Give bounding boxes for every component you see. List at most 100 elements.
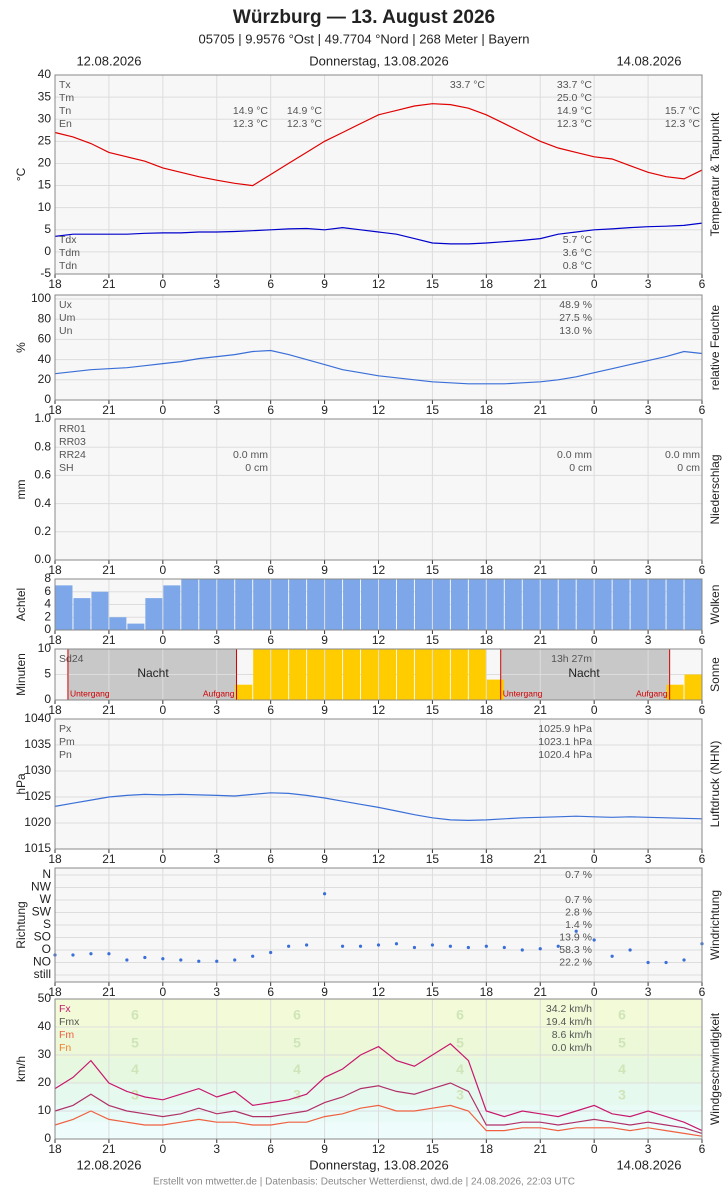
panel-title: Sonne (708, 657, 722, 692)
x-tick-label: 21 (534, 403, 548, 417)
share-label: 0.7 % (565, 869, 592, 881)
stat-value: 0.0 mm (557, 449, 592, 461)
x-tick-label: 0 (591, 403, 598, 417)
x-tick-label: 3 (213, 852, 220, 866)
x-tick-label: 12 (372, 703, 386, 717)
annotation: 14.9 °C (233, 105, 269, 117)
point (322, 892, 327, 896)
x-tick-label: 6 (267, 633, 274, 647)
x-tick-label: 0 (591, 563, 598, 577)
x-tick-label: 0 (159, 277, 166, 291)
beaufort-label: 6 (456, 1007, 464, 1023)
bar (235, 684, 253, 700)
y-tick-label: 40 (38, 352, 52, 366)
x-tick-label: 6 (699, 1142, 706, 1156)
bar (450, 649, 468, 700)
x-tick-label: 18 (48, 563, 62, 577)
stat-value: 0.0 mm (233, 449, 268, 461)
bar (666, 579, 684, 630)
annotation: 12.3 °C (287, 118, 323, 130)
beaufort-label: 4 (293, 1061, 301, 1077)
bar (307, 649, 325, 700)
x-tick-label: 3 (645, 277, 652, 291)
bar (343, 649, 361, 700)
bar (414, 579, 432, 630)
point (538, 947, 542, 951)
y-tick-label: 1030 (24, 763, 51, 777)
bar (361, 579, 378, 630)
bar (181, 579, 199, 630)
point (502, 945, 506, 950)
x-tick-label: 12 (372, 403, 386, 417)
x-tick-label: 6 (699, 403, 706, 417)
point (556, 944, 560, 948)
x-tick-label: 3 (645, 852, 652, 866)
bar (432, 649, 450, 700)
point (215, 959, 219, 963)
plot-frame (54, 648, 703, 701)
share-label: 22.2 % (559, 956, 592, 968)
bar (468, 579, 486, 630)
y-tick-label: 0.4 (34, 496, 51, 510)
x-tick-label: 3 (645, 1142, 652, 1156)
data-line (54, 792, 703, 822)
bar (271, 579, 289, 630)
plot-frame (54, 718, 703, 850)
data-line (54, 222, 703, 245)
y-tick-label: 0 (44, 244, 51, 258)
x-tick-label: 3 (645, 403, 652, 417)
x-tick-label: 21 (534, 852, 548, 866)
stat-value: 19.4 km/h (546, 1016, 592, 1028)
point (340, 944, 345, 948)
bar (684, 674, 702, 700)
x-tick-label: 21 (534, 633, 548, 647)
sunrise-label: Aufgang (636, 688, 668, 698)
plot-frame (54, 578, 703, 631)
x-tick-label: 3 (213, 277, 220, 291)
y-tick-label: 0.0 (34, 552, 51, 566)
bar (199, 579, 217, 630)
y-tick-label: 0 (44, 392, 51, 406)
x-tick-label: 0 (159, 852, 166, 866)
y-tick-label: 20 (38, 156, 52, 170)
date: Donnerstag, 13.08.2026 (309, 53, 449, 68)
x-tick-label: 21 (102, 985, 116, 999)
x-tick-label: 0 (591, 703, 598, 717)
beaufort-label: 5 (293, 1035, 301, 1051)
stat-value: 0 cm (677, 462, 700, 474)
y-tick-label: 30 (38, 111, 52, 125)
x-tick-label: 18 (480, 403, 494, 417)
share-label: 1.4 % (565, 919, 592, 931)
panel-title: Temperatur & Taupunkt (708, 112, 722, 237)
y-tick-label: 1015 (24, 841, 51, 855)
y-tick-label: 40 (38, 67, 52, 81)
title: Würzburg — 13. August 2026 (233, 7, 495, 28)
stat-label: Ux (59, 299, 73, 311)
y-tick-label: 30 (38, 1047, 52, 1061)
y-tick-label: 50 (38, 991, 52, 1005)
y-tick-label: O (42, 942, 51, 956)
stat-value: 0 cm (245, 462, 268, 474)
stat-label: Pm (59, 736, 75, 748)
y-tick-label: 40 (38, 1019, 52, 1033)
x-tick-label: 18 (48, 852, 62, 866)
stat-value: 0 cm (569, 462, 592, 474)
y-tick-label: 0.8 (34, 439, 51, 453)
point (610, 954, 614, 958)
y-tick-label: 2 (44, 609, 51, 623)
x-tick-label: 9 (321, 277, 328, 291)
x-tick-label: 3 (213, 703, 220, 717)
point (89, 952, 93, 956)
panel-title: Niederschlag (708, 454, 722, 524)
sunset-label: Untergang (70, 688, 110, 698)
stat-value: 1020.4 hPa (538, 749, 592, 761)
stat-value: 8.6 km/h (552, 1029, 592, 1041)
x-tick-label: 15 (426, 277, 440, 291)
stat-label: RR01 (59, 423, 86, 435)
x-tick-label: 9 (321, 563, 328, 577)
y-tick-label: 20 (38, 1075, 52, 1089)
panel-title: Windgeschwindigkeit (708, 1012, 722, 1125)
x-tick-label: 6 (267, 403, 274, 417)
x-tick-label: 6 (267, 852, 274, 866)
x-tick-label: 21 (102, 403, 116, 417)
